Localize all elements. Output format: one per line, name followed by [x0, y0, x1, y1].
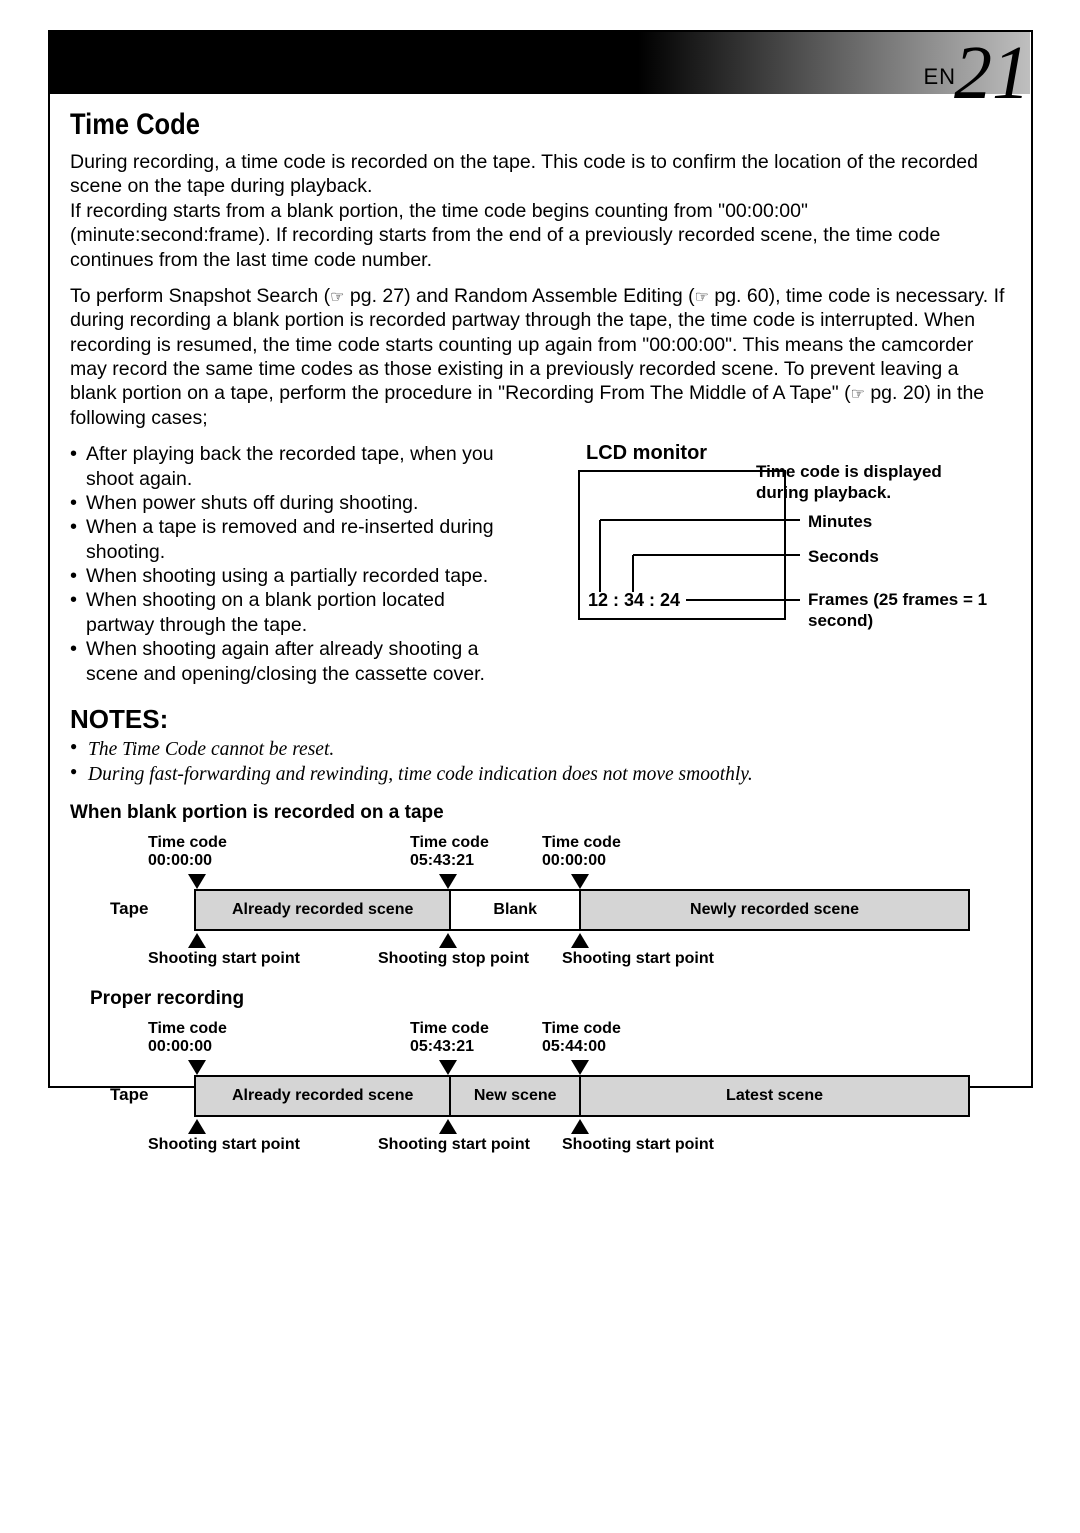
- right-column: LCD monitor 12 : 34 : 24 Time code is di…: [530, 442, 1010, 686]
- segment: New scene: [451, 1077, 581, 1115]
- tc-label: Time code05:44:00: [542, 1020, 621, 1057]
- arrow-up-icon: [439, 933, 457, 948]
- segment: Latest scene: [581, 1077, 968, 1115]
- segment: Blank: [451, 891, 581, 929]
- lang-label: EN: [923, 64, 956, 90]
- segment: Already recorded scene: [196, 1077, 451, 1115]
- pointer-icon: ☞: [851, 386, 865, 403]
- point-label: Shooting stop point: [378, 950, 529, 968]
- arrow-up-icon: [439, 1119, 457, 1134]
- arrow-up-icon: [571, 1119, 589, 1134]
- point-label: Shooting start point: [562, 950, 714, 968]
- section-title: Time Code: [70, 108, 869, 142]
- bullet-item: When shooting again after already shooti…: [70, 637, 510, 686]
- pointer-icon: ☞: [695, 289, 709, 306]
- notes-heading: NOTES:: [70, 704, 1010, 735]
- page-number: 21: [954, 30, 1030, 117]
- tc-label: Time code00:00:00: [148, 1020, 227, 1057]
- bullet-item: When shooting using a partially recorded…: [70, 564, 510, 588]
- lcd-minutes: Minutes: [808, 512, 872, 532]
- tc-label: Time code00:00:00: [542, 834, 621, 871]
- tape-diagram-1: Time code00:00:00 Time code05:43:21 Time…: [110, 834, 1010, 974]
- tc-label: Time code05:43:21: [410, 834, 489, 871]
- arrow-down-icon: [571, 874, 589, 889]
- two-column: After playing back the recorded tape, wh…: [70, 442, 1010, 686]
- header-bar: EN 21: [50, 32, 1030, 94]
- lcd-frames: Frames (25 frames = 1 second): [808, 590, 988, 631]
- tape-label: Tape: [110, 899, 148, 919]
- bullet-item: When a tape is removed and re-inserted d…: [70, 515, 510, 564]
- note-item: During fast-forwarding and rewinding, ti…: [70, 762, 1010, 787]
- diagram1-title: When blank portion is recorded on a tape: [70, 802, 1010, 824]
- point-label: Shooting start point: [148, 1136, 300, 1154]
- note-item: The Time Code cannot be reset.: [70, 737, 1010, 762]
- arrow-down-icon: [571, 1060, 589, 1075]
- lcd-seconds: Seconds: [808, 547, 879, 567]
- point-label: Shooting start point: [562, 1136, 714, 1154]
- lcd-note: Time code is displayed during playback.: [756, 462, 956, 503]
- content: Time Code During recording, a time code …: [70, 108, 1010, 1170]
- segment: Already recorded scene: [196, 891, 451, 929]
- bullet-item: After playing back the recorded tape, wh…: [70, 442, 510, 491]
- left-column: After playing back the recorded tape, wh…: [70, 442, 510, 686]
- point-label: Shooting start point: [148, 950, 300, 968]
- page-frame: EN 21 Time Code During recording, a time…: [48, 30, 1033, 1088]
- bullet-list: After playing back the recorded tape, wh…: [70, 442, 510, 686]
- tc-label: Time code00:00:00: [148, 834, 227, 871]
- arrow-down-icon: [188, 874, 206, 889]
- point-label: Shooting start point: [378, 1136, 530, 1154]
- tc-label: Time code05:43:21: [410, 1020, 489, 1057]
- arrow-down-icon: [188, 1060, 206, 1075]
- arrow-down-icon: [439, 874, 457, 889]
- tape-bar: Already recorded scene New scene Latest …: [194, 1075, 970, 1117]
- arrow-up-icon: [188, 1119, 206, 1134]
- arrow-up-icon: [571, 933, 589, 948]
- tape-diagram-2: Time code00:00:00 Time code05:43:21 Time…: [110, 1020, 1010, 1160]
- para-1-text: During recording, a time code is recorde…: [70, 151, 978, 197]
- diagram2-title: Proper recording: [90, 988, 1010, 1010]
- arrow-up-icon: [188, 933, 206, 948]
- tape-bar: Already recorded scene Blank Newly recor…: [194, 889, 970, 931]
- pointer-icon: ☞: [330, 289, 344, 306]
- p3b: pg. 27) and Random Assemble Editing (: [344, 285, 694, 307]
- para-2-text: If recording starts from a blank portion…: [70, 200, 940, 271]
- bullet-item: When power shuts off during shooting.: [70, 491, 510, 515]
- notes-list: The Time Code cannot be reset. During fa…: [70, 737, 1010, 788]
- para-1: During recording, a time code is recorde…: [70, 150, 1010, 272]
- bullet-item: When shooting on a blank portion located…: [70, 588, 510, 637]
- arrow-down-icon: [439, 1060, 457, 1075]
- tape-label: Tape: [110, 1085, 148, 1105]
- para-3: To perform Snapshot Search (☞ pg. 27) an…: [70, 284, 1010, 430]
- segment: Newly recorded scene: [581, 891, 968, 929]
- p3a: To perform Snapshot Search (: [70, 285, 330, 307]
